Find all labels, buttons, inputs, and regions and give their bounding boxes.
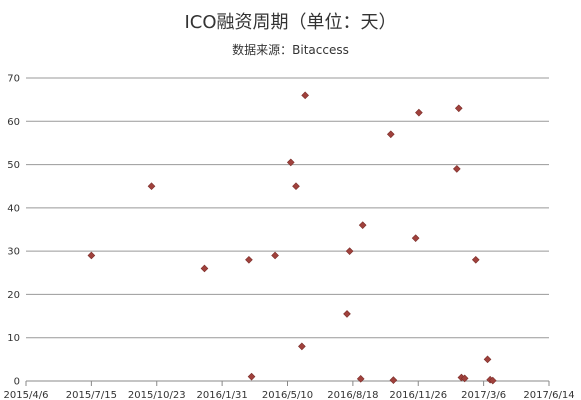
data-point-marker — [358, 221, 367, 229]
x-tick-label: 2016/8/18 — [327, 390, 378, 400]
data-point-marker — [386, 130, 395, 139]
data-point-marker — [200, 264, 209, 273]
x-tick-label: 2017/3/6 — [461, 390, 506, 400]
x-tick-label: 2016/5/10 — [262, 390, 313, 400]
y-tick-label: 20 — [7, 290, 20, 301]
data-point-marker — [147, 182, 156, 191]
y-tick-label: 60 — [7, 117, 20, 128]
x-axis-ticks: 2015/4/6 2015/7/15 2015/10/23 2016/1/31 2016… — [4, 381, 575, 400]
y-axis-ticks: 0 10 20 30 40 50 60 70 — [7, 74, 20, 388]
data-point-marker — [411, 234, 420, 242]
y-tick-label: 0 — [14, 377, 20, 388]
data-point-marker — [389, 376, 398, 384]
data-point-marker — [460, 374, 469, 383]
data-point-marker — [454, 104, 463, 113]
x-tick-label: 2015/4/6 — [4, 390, 49, 400]
data-point-marker — [345, 247, 354, 255]
data-points — [87, 91, 497, 385]
chart-title: ICO融资周期（单位：天） — [184, 12, 397, 33]
data-point-marker — [298, 342, 306, 351]
grid-lines — [26, 77, 549, 339]
data-point-marker — [488, 376, 497, 385]
data-point-marker — [415, 108, 423, 117]
data-point-marker — [483, 355, 492, 364]
data-point-marker — [245, 255, 253, 264]
x-tick-label: 2016/1/31 — [196, 390, 247, 400]
x-tick-label: 2017/6/14 — [523, 390, 574, 400]
data-point-marker — [356, 375, 365, 383]
y-tick-label: 50 — [7, 160, 20, 171]
data-point-marker — [292, 182, 300, 191]
x-tick-label: 2015/7/15 — [66, 390, 117, 400]
y-tick-label: 70 — [7, 74, 20, 85]
y-tick-label: 30 — [7, 247, 20, 258]
data-point-marker — [87, 251, 96, 260]
x-tick-label: 2016/11/26 — [389, 390, 447, 400]
chart-subtitle: 数据来源：Bitaccess — [232, 43, 349, 57]
y-tick-label: 40 — [7, 203, 20, 214]
data-point-marker — [471, 255, 480, 264]
data-point-marker — [247, 372, 256, 381]
x-tick-label: 2015/10/23 — [128, 390, 186, 400]
data-point-marker — [343, 310, 351, 318]
data-point-marker — [286, 158, 295, 167]
data-point-marker — [452, 165, 461, 173]
data-point-marker — [271, 251, 279, 260]
data-point-marker — [301, 91, 309, 100]
y-tick-label: 10 — [7, 333, 20, 344]
